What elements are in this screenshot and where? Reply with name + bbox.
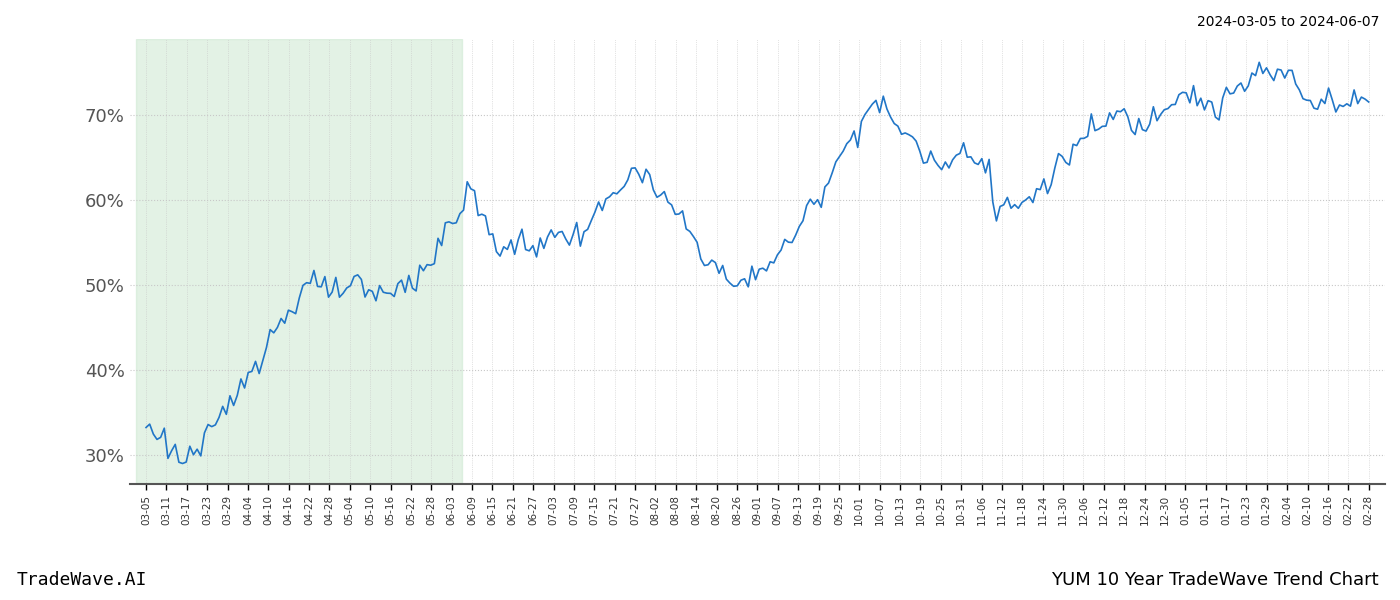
Text: TradeWave.AI: TradeWave.AI: [17, 571, 147, 589]
Text: YUM 10 Year TradeWave Trend Chart: YUM 10 Year TradeWave Trend Chart: [1051, 571, 1379, 589]
Text: 2024-03-05 to 2024-06-07: 2024-03-05 to 2024-06-07: [1197, 15, 1379, 29]
Bar: [136, 39, 462, 484]
